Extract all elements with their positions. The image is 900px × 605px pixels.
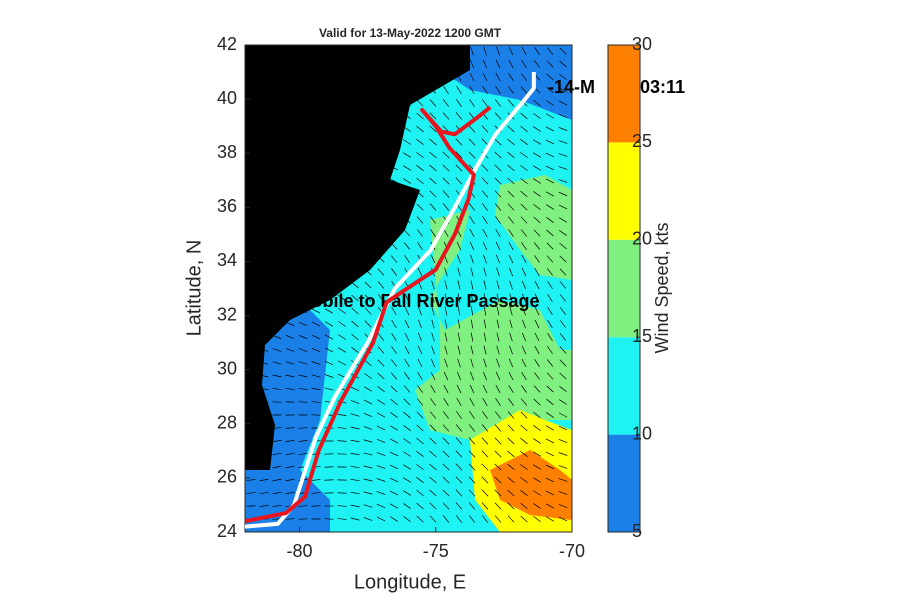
y-tick-label: 26: [217, 467, 237, 487]
colorbar-tick-label: 25: [632, 131, 652, 151]
x-tick-label: -70: [559, 541, 585, 561]
x-tick-label: -75: [423, 541, 449, 561]
colorbar-segment: [608, 337, 640, 434]
annotation: -14-M: [548, 77, 595, 97]
annotation: 03:11: [640, 77, 685, 97]
y-tick-label: 24: [217, 521, 237, 541]
colorbar-segment: [608, 240, 640, 337]
y-tick-label: 32: [217, 304, 237, 324]
colorbar-label: Wind Speed, kts: [652, 222, 672, 353]
x-axis-label: Longitude, E: [354, 571, 466, 593]
colorbar-tick-label: 5: [632, 521, 642, 541]
y-axis-label: Latitude, N: [183, 240, 205, 337]
colorbar-segment: [608, 45, 640, 142]
colorbar-tick-label: 15: [632, 326, 652, 346]
y-tick-label: 40: [217, 88, 237, 108]
y-tick-label: 38: [217, 142, 237, 162]
annotation: Mobile to Fall River Passage: [296, 291, 539, 311]
colorbar-segment: [608, 142, 640, 239]
y-tick-label: 36: [217, 196, 237, 216]
colorbar-tick-label: 20: [632, 229, 652, 249]
chart-title: Valid for 13-May-2022 1200 GMT: [319, 26, 502, 40]
colorbar-tick-label: 30: [632, 34, 652, 54]
y-tick-label: 34: [217, 250, 237, 270]
y-tick-label: 42: [217, 34, 237, 54]
x-tick-label: -80: [286, 541, 312, 561]
colorbar-tick-label: 10: [632, 423, 652, 443]
y-tick-label: 28: [217, 413, 237, 433]
colorbar-segment: [608, 435, 640, 532]
y-tick-label: 30: [217, 358, 237, 378]
